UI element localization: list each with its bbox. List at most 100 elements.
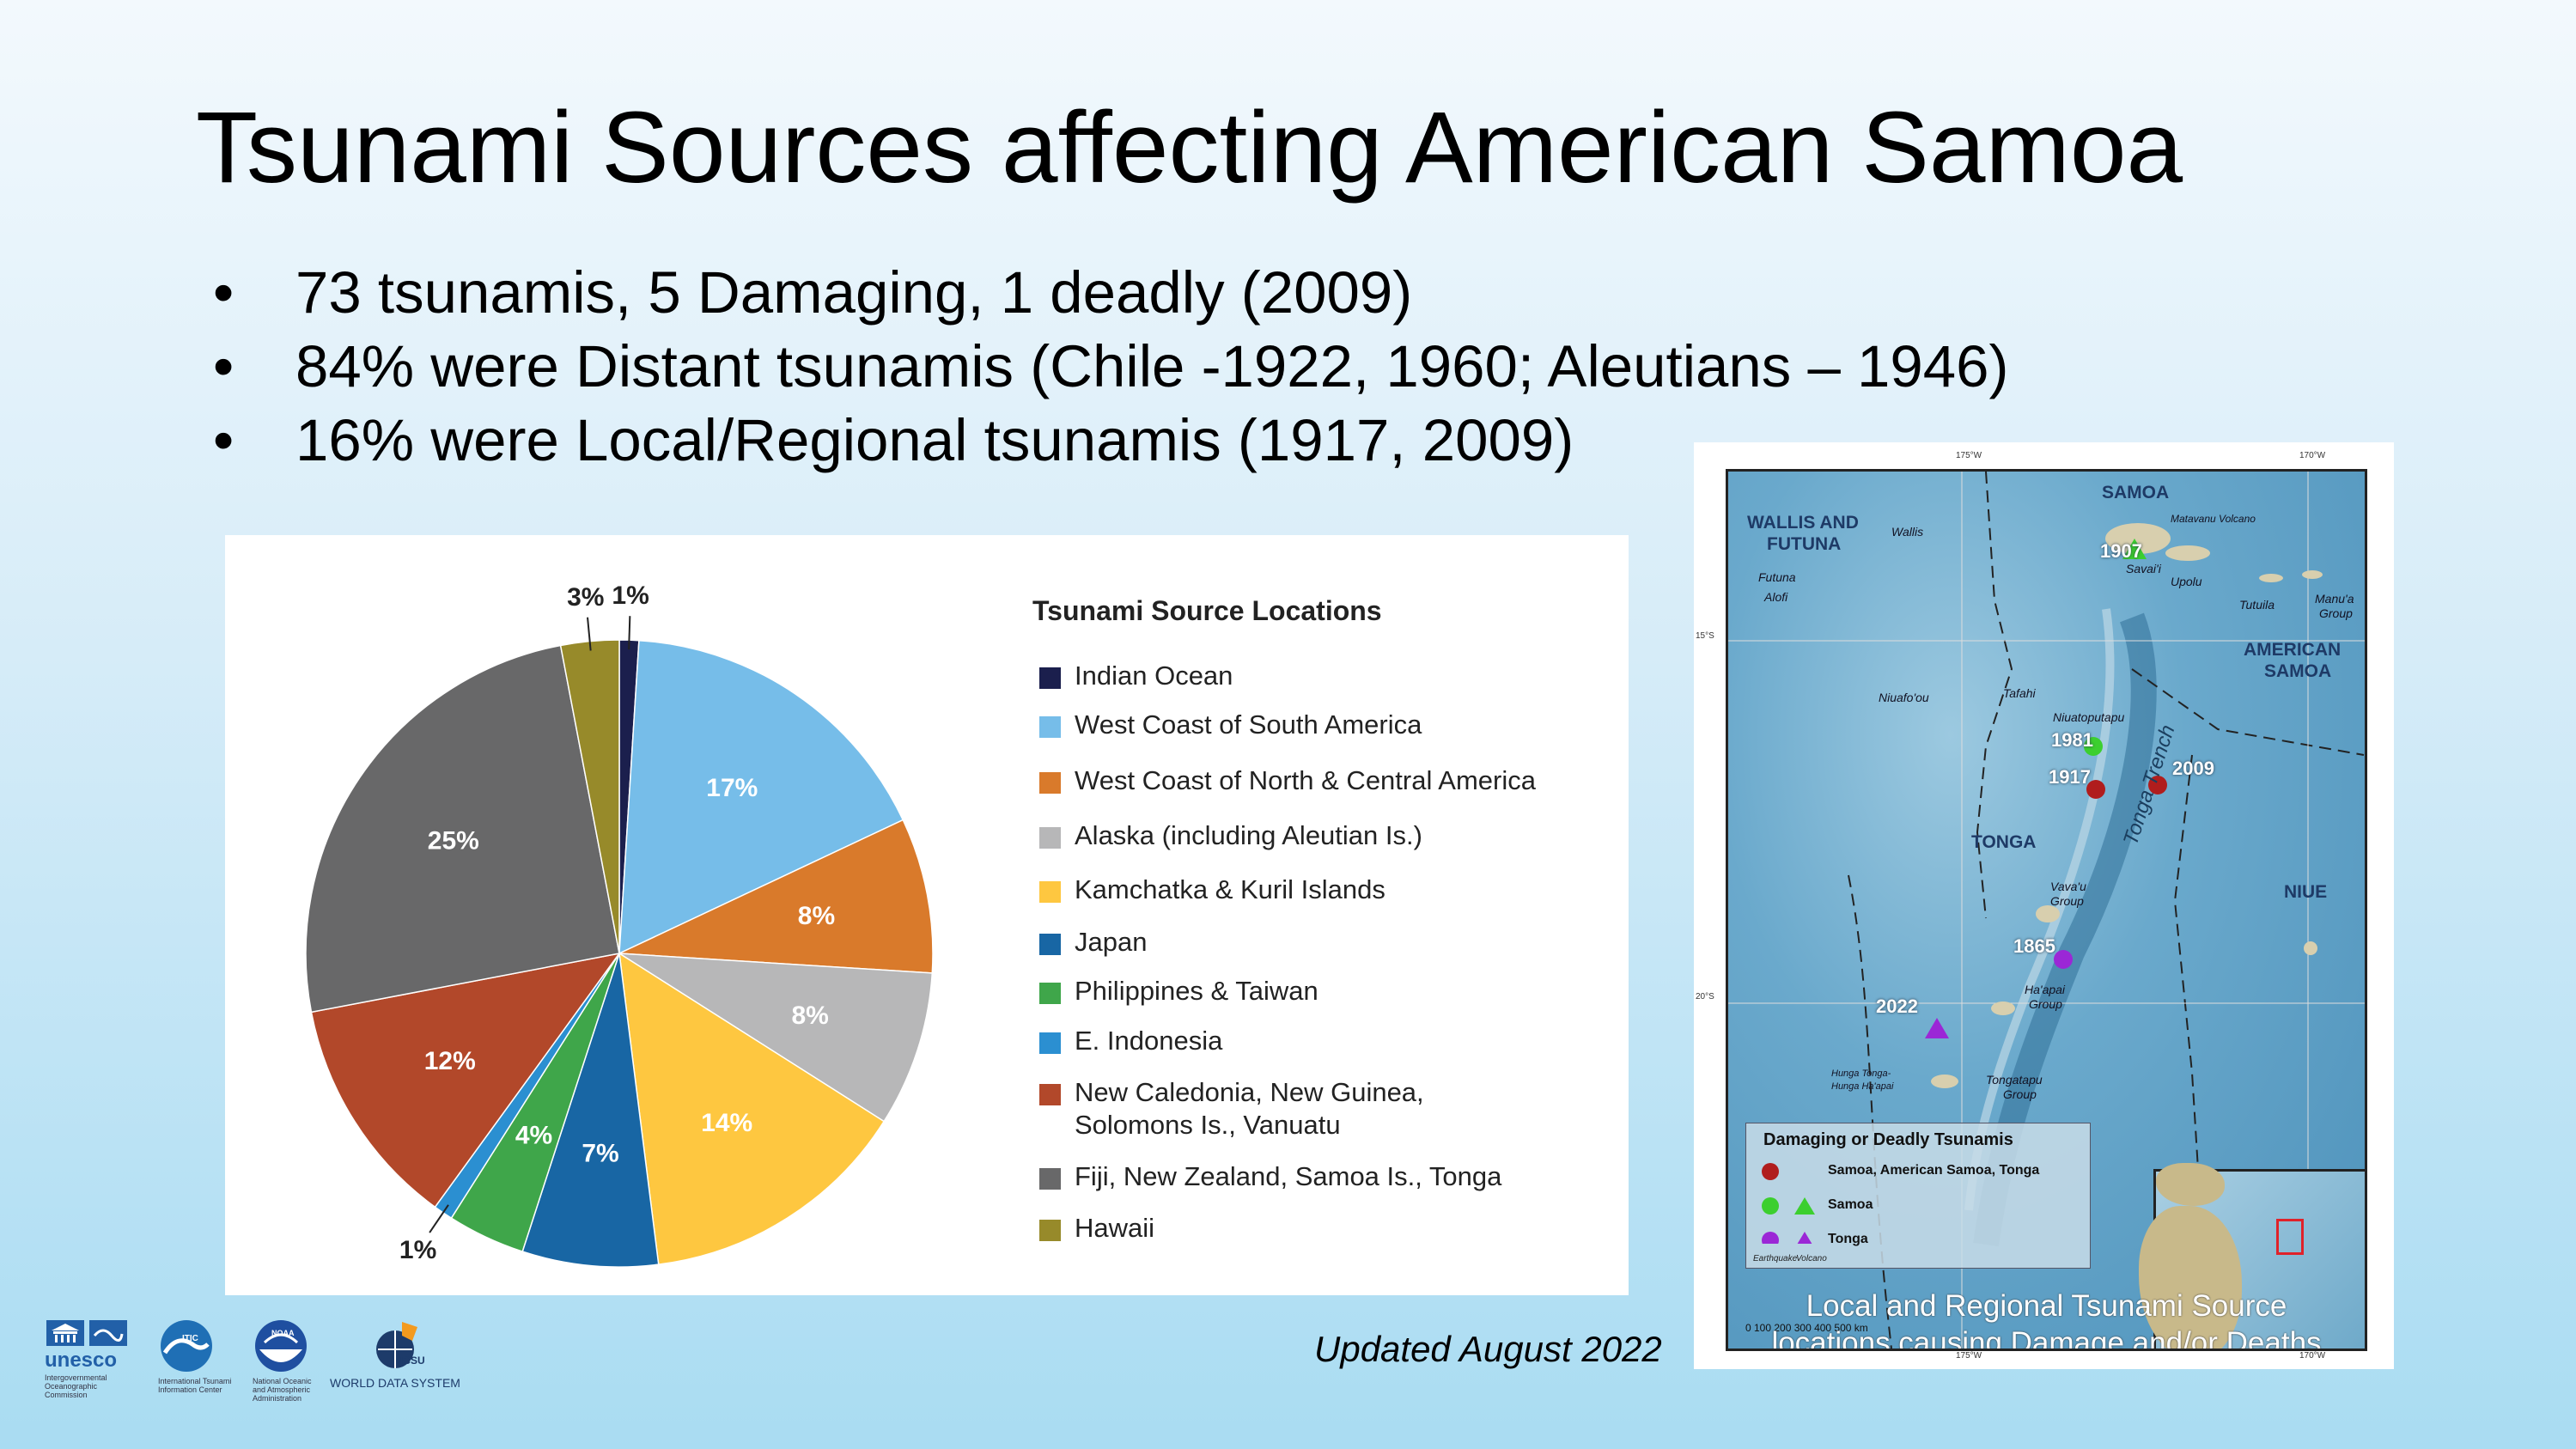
place-label: Tongatapu — [1986, 1073, 2043, 1087]
pie-slice-label: 8% — [798, 902, 835, 930]
itic-wave-icon — [161, 1320, 212, 1372]
pie-slice-label: 8% — [791, 1002, 828, 1030]
lon-tick-label: 170°W — [2299, 1351, 2326, 1361]
inset-australia — [2139, 1206, 2242, 1349]
event-year-label: 1981 — [2051, 729, 2093, 751]
legend-label-line: Japan — [1075, 927, 1148, 957]
legend-swatch — [1039, 1168, 1061, 1190]
region-label-wallis-futuna: FUTUNA — [1767, 534, 1842, 554]
itic-wordmark: ITIC — [182, 1334, 198, 1343]
legend-swatch — [1039, 1220, 1061, 1241]
lon-tick-label: 170°W — [2299, 451, 2326, 460]
pie-slice — [521, 953, 660, 1268]
noaa-subtitle: and Atmospheric — [253, 1385, 311, 1394]
legend-swatch — [1039, 934, 1061, 955]
legend-label-line: Indian Ocean — [1075, 661, 1233, 691]
noaa-subtitle: Administration — [253, 1394, 302, 1403]
event-year-label: 1865 — [2013, 935, 2055, 957]
unesco-subtitle: Commission — [45, 1391, 88, 1399]
pie-slice-label: 14% — [701, 1109, 752, 1137]
map-panel: 175°W 170°W 15°S 20°S 175°W 170°W — [1694, 442, 2394, 1369]
place-label: Group — [2003, 1087, 2037, 1101]
slide-title: Tsunami Sources affecting American Samoa — [196, 91, 2183, 204]
vavau-island — [2036, 905, 2060, 922]
legend-label-line: New Caledonia, New Guinea, — [1075, 1077, 1424, 1107]
pie-chart: 1% 17% 8% 8% 14% 7% 4% 1% 12% 25% 3% — [305, 581, 934, 1268]
legend-swatch — [1039, 667, 1061, 689]
place-label: Tafahi — [2003, 686, 2036, 700]
place-label: Hunga Ha'apai — [1831, 1081, 1894, 1092]
place-label: Wallis — [1891, 525, 1924, 539]
savaii-island — [2105, 523, 2171, 554]
tongatapu-island — [1931, 1075, 1958, 1088]
pie-slice — [310, 952, 621, 1209]
legend-swatch — [1039, 716, 1061, 738]
legend-label-line: West Coast of South America — [1075, 709, 1422, 740]
region-label-american-samoa: SAMOA — [2264, 661, 2332, 681]
pie-slice — [618, 819, 934, 974]
place-label: Savai'i — [2126, 562, 2161, 575]
icsu-wordmark: ICSU — [400, 1355, 425, 1367]
legend-label: Indian Ocean — [1075, 660, 1233, 692]
legend-label-line: Philippines & Taiwan — [1075, 976, 1318, 1006]
legend-label: E. Indonesia — [1075, 1025, 1222, 1057]
place-label: Hunga Tonga- — [1831, 1068, 1891, 1079]
event-year-label: 2022 — [1876, 995, 1918, 1017]
event-year-label: 1917 — [2049, 766, 2091, 788]
inset-new-guinea — [2156, 1163, 2225, 1206]
legend-volcano-purple — [1797, 1232, 1812, 1244]
pie-slice-label: 3% — [567, 583, 604, 612]
map-legend-row: Samoa — [1828, 1197, 1873, 1212]
legend-label-line: Fiji, New Zealand, Samoa Is., Tonga — [1075, 1161, 1502, 1191]
legend-earthquake-green — [1762, 1197, 1779, 1215]
legend-volcano-green — [1794, 1197, 1815, 1215]
haapai-island — [1991, 1002, 2015, 1015]
legend-label: New Caledonia, New Guinea, Solomons Is., … — [1075, 1076, 1424, 1142]
bullet-marker: • — [213, 259, 234, 326]
upolu-island — [2165, 545, 2210, 561]
region-label-tonga: TONGA — [1971, 832, 2037, 852]
map-caption-line: locations causing Damage and/or Deaths — [1771, 1326, 2322, 1351]
lon-tick-label: 175°W — [1956, 451, 1982, 460]
legend-label: West Coast of South America — [1075, 709, 1422, 741]
unesco-logo: unesco Intergovernmental Oceanographic C… — [45, 1318, 139, 1399]
bullet-text: 16% were Local/Regional tsunamis (1917, … — [295, 407, 1574, 473]
place-label: Group — [2050, 894, 2084, 908]
bullet-text: 73 tsunamis, 5 Damaging, 1 deadly (2009) — [295, 259, 1413, 326]
legend-swatch — [1039, 772, 1061, 794]
manua-island — [2302, 570, 2323, 579]
bullet-text: 84% were Distant tsunamis (Chile -1922, … — [295, 333, 2009, 399]
legend-label-line: Solomons Is., Vanuatu — [1075, 1110, 1341, 1140]
map-legend-row: Samoa, American Samoa, Tonga — [1828, 1163, 2040, 1178]
map-caption-line: Local and Regional Tsunami Source — [1806, 1289, 2287, 1323]
locator-inset — [2139, 1163, 2365, 1349]
pie-slice-label: 25% — [428, 827, 479, 855]
eez-boundary — [1976, 472, 2013, 919]
place-label: Ha'apai — [2025, 983, 2066, 996]
pie-slice-label: 4% — [515, 1121, 552, 1149]
legend-label-line: Alaska (including Aleutian Is.) — [1075, 820, 1422, 850]
bullet-marker: • — [213, 333, 234, 399]
map-legend-symbols — [1762, 1163, 1815, 1244]
legend-swatch — [1039, 1084, 1061, 1105]
event-year-label: 1907 — [2100, 540, 2142, 562]
legend-label-line: Kamchatka & Kuril Islands — [1075, 874, 1385, 904]
legend-label-line: E. Indonesia — [1075, 1026, 1223, 1056]
noaa-seagull-icon — [255, 1320, 307, 1372]
place-label: Manu'a — [2315, 592, 2354, 606]
pie-slice — [305, 644, 620, 1014]
bullet-item: • 73 tsunamis, 5 Damaging, 1 deadly (2009… — [213, 256, 2008, 330]
pie-slice-label: 7% — [582, 1140, 618, 1168]
niue-island — [2304, 941, 2317, 955]
legend-label: Alaska (including Aleutian Is.) — [1075, 819, 1422, 852]
event-1865-marker — [2054, 950, 2073, 969]
map-caption: Local and Regional Tsunami Source locati… — [1728, 1288, 2365, 1351]
place-label: Futuna — [1758, 570, 1796, 584]
legend-swatch — [1039, 881, 1061, 903]
map-legend: Damaging or Deadly Tsunamis Samoa, Ameri… — [1745, 1123, 2091, 1269]
noaa-subtitle: National Oceanic — [253, 1377, 312, 1385]
legend-title: Tsunami Source Locations — [1032, 595, 1382, 626]
unesco-subtitle: Oceanographic — [45, 1382, 98, 1391]
itic-subtitle: Information Center — [158, 1385, 222, 1394]
event-2022-marker — [1925, 1018, 1949, 1038]
